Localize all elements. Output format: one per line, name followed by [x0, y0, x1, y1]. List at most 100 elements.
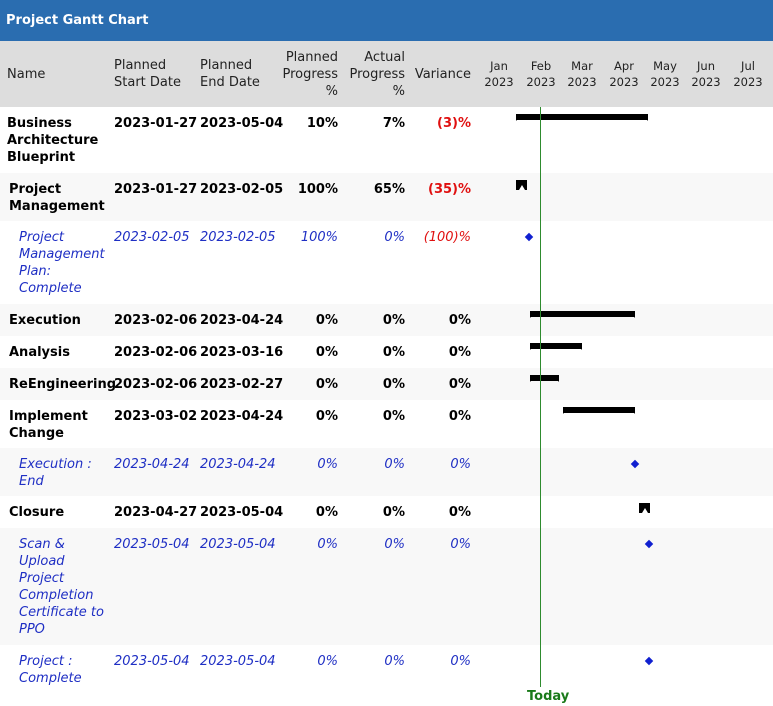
actual-progress-cell: 65%: [373, 182, 405, 197]
task-name-line: End: [19, 474, 44, 489]
task-name: Implement Change: [9, 408, 88, 442]
planned-progress-cell: 100%: [297, 182, 338, 197]
task-bar[interactable]: [639, 503, 650, 513]
header-line: Planned: [200, 58, 253, 73]
task-row[interactable]: Execution 2023-02-06 2023-04-24 0% 0% 0%: [0, 304, 773, 336]
header-planned-end: Planned End Date: [200, 57, 260, 91]
header-line: %: [392, 84, 405, 99]
actual-progress-cell: 0%: [384, 537, 405, 552]
planned-progress-cell: 0%: [315, 505, 338, 520]
actual-progress-cell: 0%: [384, 457, 405, 472]
month-year: 2023: [650, 75, 680, 89]
planned-progress-cell: 100%: [300, 230, 338, 245]
planned-end-cell: 2023-05-04: [200, 537, 276, 552]
summary-bar[interactable]: [516, 114, 648, 121]
month-year: 2023: [526, 75, 556, 89]
planned-start-cell: 2023-02-06: [114, 313, 198, 328]
milestone-row[interactable]: Scan & Upload Project Completion Certificate…: [0, 528, 773, 645]
planned-start-cell: 2023-02-06: [114, 377, 198, 392]
task-row[interactable]: ReEngineering 2023-02-06 2023-02-27 0% 0% 0%: [0, 368, 773, 400]
milestone-diamond-icon[interactable]: [630, 459, 640, 469]
planned-progress-cell: 0%: [317, 654, 338, 669]
actual-progress-cell: 0%: [382, 409, 405, 424]
planned-progress-cell: 0%: [315, 377, 338, 392]
planned-end-cell: 2023-04-24: [200, 313, 284, 328]
month-header: Mar 2023: [565, 58, 599, 90]
task-name: Project Management: [9, 181, 105, 215]
planned-progress-cell: 0%: [315, 345, 338, 360]
month-year: 2023: [567, 75, 597, 89]
task-row[interactable]: Business Architecture Blueprint 2023-01-27 2…: [0, 107, 773, 173]
month-label: Jun: [697, 59, 715, 73]
variance-cell: 0%: [448, 313, 471, 328]
planned-progress-cell: 0%: [315, 409, 338, 424]
month-label: Jul: [741, 59, 755, 73]
task-name-line: Business: [7, 116, 72, 131]
milestone-diamond-icon[interactable]: [524, 232, 534, 242]
variance-cell: 0%: [448, 345, 471, 360]
milestone-row[interactable]: Execution : End 2023-04-24 2023-04-24 0% 0% 0%: [0, 448, 773, 496]
task-name: Project Management Plan: Complete: [19, 229, 105, 297]
planned-start-cell: 2023-03-02: [114, 409, 198, 424]
summary-bar[interactable]: [563, 407, 635, 414]
variance-cell: (100)%: [423, 230, 471, 245]
planned-start-cell: 2023-05-04: [114, 654, 190, 669]
variance-cell: 0%: [450, 654, 471, 669]
header-line: Actual: [364, 50, 405, 65]
actual-progress-cell: 0%: [384, 230, 405, 245]
task-name: Scan & Upload Project Completion Certificate…: [19, 536, 104, 638]
header-line: Progress: [349, 67, 405, 82]
summary-bar[interactable]: [530, 375, 559, 382]
header-line: Progress: [282, 67, 338, 82]
header-planned-start: Planned Start Date: [114, 57, 181, 91]
milestone-diamond-icon[interactable]: [644, 656, 654, 666]
task-name-line: Plan:: [19, 264, 52, 279]
variance-cell: 0%: [450, 537, 471, 552]
month-header: Jun 2023: [689, 58, 723, 90]
header-variance: Variance: [414, 67, 471, 82]
table-header: [0, 41, 773, 107]
task-row[interactable]: Project Management 2023-01-27 2023-02-05 100…: [0, 173, 773, 221]
variance-cell: 0%: [448, 377, 471, 392]
month-year: 2023: [484, 75, 514, 89]
page-title: Project Gantt Chart: [0, 0, 773, 41]
header-line: %: [325, 84, 338, 99]
planned-progress-cell: 10%: [306, 116, 338, 131]
task-name-line: Architecture: [7, 133, 99, 148]
actual-progress-cell: 0%: [382, 313, 405, 328]
task-bar[interactable]: [516, 180, 527, 190]
summary-bar[interactable]: [530, 311, 635, 318]
month-header: May 2023: [648, 58, 682, 90]
milestone-diamond-icon[interactable]: [644, 539, 654, 549]
task-name-line: Implement: [9, 409, 88, 424]
header-name: Name: [7, 67, 46, 82]
task-name: ReEngineering: [9, 376, 116, 393]
planned-end-cell: 2023-05-04: [200, 654, 276, 669]
variance-cell: (35)%: [428, 182, 471, 197]
month-label: Jan: [490, 59, 508, 73]
task-name-line: Analysis: [9, 345, 70, 360]
actual-progress-cell: 7%: [382, 116, 405, 131]
task-row[interactable]: Closure 2023-04-27 2023-05-04 0% 0% 0%: [0, 496, 773, 528]
planned-end-cell: 2023-05-04: [200, 505, 284, 520]
summary-bar[interactable]: [530, 343, 582, 350]
milestone-row[interactable]: Project : Complete 2023-05-04 2023-05-04 0% 0…: [0, 645, 773, 693]
planned-progress-cell: 0%: [317, 457, 338, 472]
task-name-line: Execution: [9, 313, 81, 328]
planned-start-cell: 2023-01-27: [114, 182, 198, 197]
month-year: 2023: [691, 75, 721, 89]
variance-cell: 0%: [448, 505, 471, 520]
variance-cell: 0%: [448, 409, 471, 424]
planned-end-cell: 2023-04-24: [200, 409, 284, 424]
planned-start-cell: 2023-02-05: [114, 230, 190, 245]
variance-cell: (3)%: [437, 116, 471, 131]
actual-progress-cell: 0%: [382, 345, 405, 360]
planned-end-cell: 2023-04-24: [200, 457, 276, 472]
task-name: Closure: [9, 504, 64, 521]
task-row[interactable]: Analysis 2023-02-06 2023-03-16 0% 0% 0%: [0, 336, 773, 368]
milestone-row[interactable]: Project Management Plan: Complete 2023-02-05…: [0, 221, 773, 304]
task-name-line: Closure: [9, 505, 65, 520]
actual-progress-cell: 0%: [382, 505, 405, 520]
task-row[interactable]: Implement Change 2023-03-02 2023-04-24 0% 0% 0…: [0, 400, 773, 448]
planned-start-cell: 2023-02-06: [114, 345, 198, 360]
